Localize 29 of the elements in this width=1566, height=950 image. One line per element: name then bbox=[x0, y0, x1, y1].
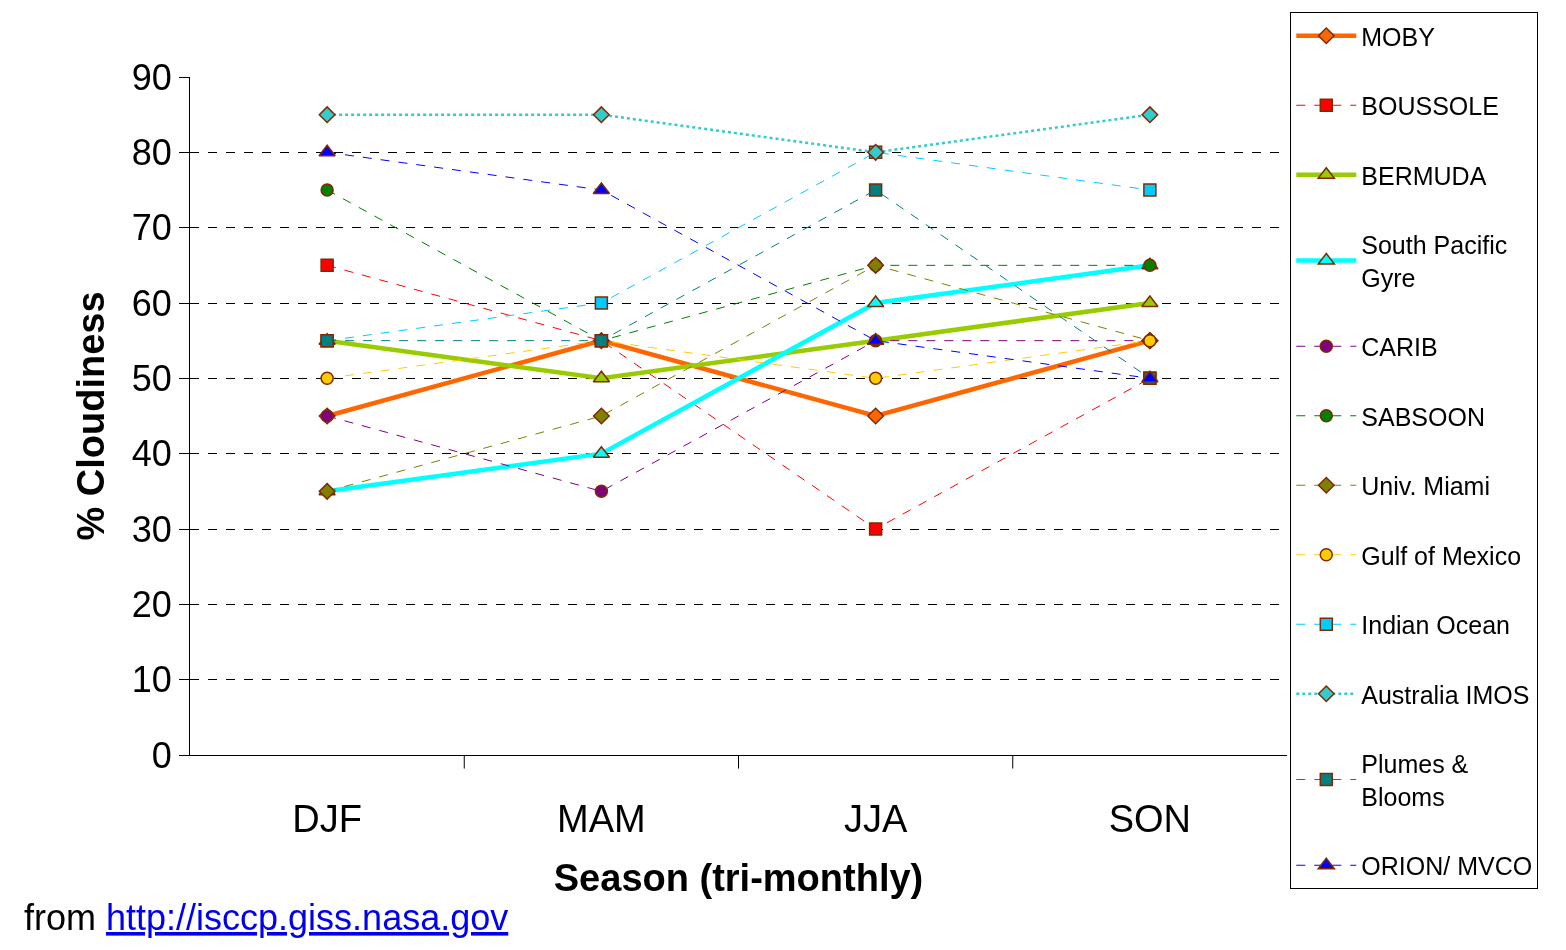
text: from http://isccp.giss.nasa.gov bbox=[24, 897, 509, 938]
legend-label: CARIB bbox=[1361, 333, 1438, 361]
legend-label: MOBY bbox=[1361, 22, 1436, 51]
legend-label: BERMUDA bbox=[1361, 161, 1487, 190]
legend-label: Australia IMOS bbox=[1361, 680, 1530, 709]
legend-label: Indian Ocean bbox=[1361, 611, 1511, 639]
legend-label: Plumes & Blooms bbox=[1361, 750, 1469, 811]
legend-label: Gulf of Mexico bbox=[1361, 541, 1522, 570]
y-tick-label: 10 bbox=[131, 659, 172, 701]
y-tick-label: 50 bbox=[131, 357, 172, 399]
y-tick-label: 0 bbox=[151, 734, 172, 776]
legend-label: SABSOON bbox=[1361, 402, 1485, 431]
y-axis-title: % Cloudiness bbox=[69, 291, 112, 541]
legend-label: Univ. Miami bbox=[1361, 472, 1491, 500]
y-tick-label: 30 bbox=[131, 508, 172, 550]
x-axis-title: Season (tri-monthly) bbox=[553, 856, 924, 899]
legend-label: BOUSSOLE bbox=[1361, 92, 1499, 120]
x-tick-label: JJA bbox=[843, 797, 908, 840]
legend-label: South Pacific Gyre bbox=[1361, 231, 1508, 292]
y-tick-label: 60 bbox=[131, 282, 172, 324]
x-tick-label: DJF bbox=[292, 797, 362, 840]
y-tick-label: 80 bbox=[131, 131, 172, 173]
y-tick-label: 20 bbox=[131, 583, 172, 625]
x-tick-label: MAM bbox=[557, 797, 646, 840]
y-tick-label: 90 bbox=[131, 56, 172, 98]
x-tick-label: SON bbox=[1108, 797, 1192, 840]
legend-label: ORION/ MVCO bbox=[1361, 852, 1533, 880]
y-tick-label: 70 bbox=[131, 207, 172, 249]
y-tick-label: 40 bbox=[131, 433, 172, 475]
